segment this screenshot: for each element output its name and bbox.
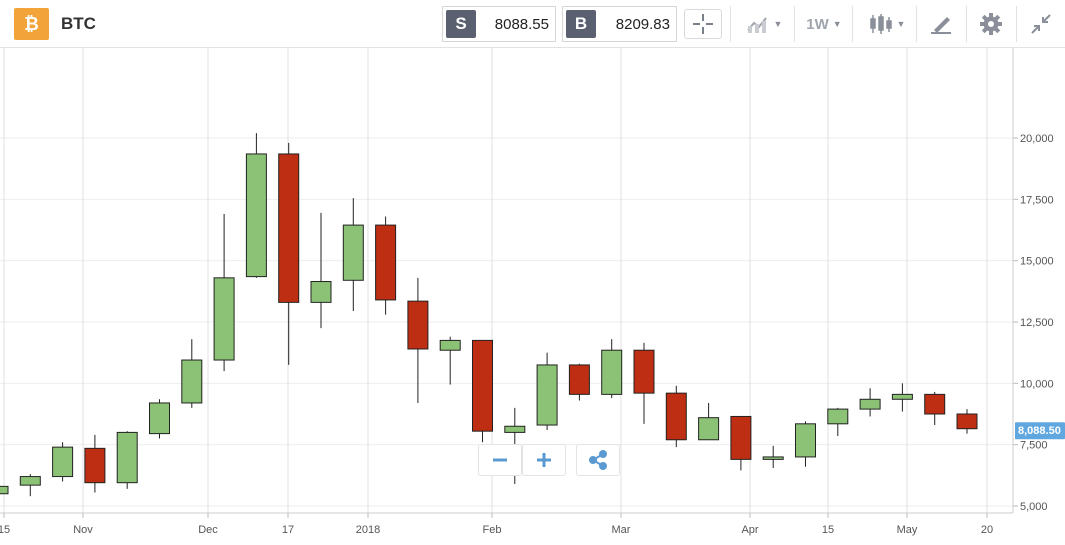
candle-body-up[interactable] xyxy=(0,485,9,495)
chart-type-icon xyxy=(746,17,767,33)
candle-body-up[interactable] xyxy=(698,417,720,441)
y-tick-label: 15,000 xyxy=(1020,256,1054,268)
x-tick-label: May xyxy=(897,524,918,536)
candle-body-up[interactable] xyxy=(827,408,849,425)
y-tick-label: 20,000 xyxy=(1020,133,1054,145)
buy-price: 8209.83 xyxy=(615,15,670,33)
candle-body-down[interactable] xyxy=(84,447,106,484)
candle-body-down[interactable] xyxy=(730,415,752,460)
zoom-out-button[interactable] xyxy=(478,444,522,476)
x-tick-label: Feb xyxy=(483,524,502,536)
collapse-button[interactable] xyxy=(1022,6,1060,42)
x-tick-label: Apr xyxy=(741,524,758,536)
sell-label: S xyxy=(446,10,476,38)
draw-tools-button[interactable] xyxy=(922,6,960,42)
share-icon xyxy=(589,450,607,470)
chevron-down-icon: ▼ xyxy=(773,19,783,29)
sell-price: 8088.55 xyxy=(494,15,549,33)
timeframe-label: 1W xyxy=(806,15,829,33)
current-price-label: 8,088.50 xyxy=(1018,425,1061,437)
x-tick-label: Nov xyxy=(73,524,93,536)
buy-label: B xyxy=(566,10,596,38)
x-tick-label: Dec xyxy=(198,524,218,536)
chart-type-button[interactable]: ▼ xyxy=(740,6,788,42)
candle-body-up[interactable] xyxy=(536,364,558,426)
minus-icon xyxy=(493,458,507,462)
y-tick-label: 7,500 xyxy=(1020,440,1048,452)
candle-body-up[interactable] xyxy=(795,423,816,458)
candle-body-up[interactable] xyxy=(52,446,74,478)
x-tick-label: 20 xyxy=(981,524,993,536)
buy-price-button[interactable]: B 8209.83 xyxy=(562,6,677,42)
x-tick-label: 2018 xyxy=(356,524,380,536)
candle-body-down[interactable] xyxy=(407,300,429,350)
collapse-icon xyxy=(1031,14,1051,34)
x-tick-label: 17 xyxy=(282,524,294,536)
x-tick-label: 15 xyxy=(822,524,834,536)
candle-body-up[interactable] xyxy=(310,281,332,303)
candle-body-down[interactable] xyxy=(956,413,978,430)
candle-body-up[interactable] xyxy=(342,224,364,281)
x-tick-label: Mar xyxy=(612,524,631,536)
candle-body-down[interactable] xyxy=(924,393,946,415)
candle-body-up[interactable] xyxy=(859,398,881,410)
instrument-symbol: BTC xyxy=(61,14,96,33)
y-tick-label: 17,500 xyxy=(1020,194,1054,206)
bitcoin-icon: ₿ xyxy=(14,8,49,40)
chevron-down-icon: ▼ xyxy=(832,19,842,29)
share-button[interactable] xyxy=(576,444,620,476)
candle-style-button[interactable]: ▼ xyxy=(862,6,912,42)
candle-body-up[interactable] xyxy=(504,425,526,433)
candle-body-up[interactable] xyxy=(149,402,170,435)
candle-body-down[interactable] xyxy=(375,224,397,301)
chart-toolbar: ₿ BTC S 8088.55 B 8209.83 ▼ 1W ▼ xyxy=(0,0,1065,48)
chevron-down-icon: ▼ xyxy=(896,19,906,29)
candle-body-up[interactable] xyxy=(116,431,138,484)
crosshair-icon xyxy=(693,14,713,34)
candle-body-up[interactable] xyxy=(213,277,235,361)
timeframe-selector[interactable]: 1W ▼ xyxy=(802,6,846,42)
zoom-in-button[interactable] xyxy=(522,444,566,476)
y-tick-label: 12,500 xyxy=(1020,317,1054,329)
candle-body-up[interactable] xyxy=(762,456,784,460)
crosshair-button[interactable] xyxy=(684,9,722,39)
candle-body-down[interactable] xyxy=(633,349,655,394)
sell-price-button[interactable]: S 8088.55 xyxy=(442,6,556,42)
candlestick-icon xyxy=(869,14,892,34)
candle-body-up[interactable] xyxy=(245,153,267,278)
candle-body-down[interactable] xyxy=(665,392,687,441)
candle-body-down[interactable] xyxy=(472,339,493,432)
candle-body-up[interactable] xyxy=(19,476,41,486)
y-tick-label: 10,000 xyxy=(1020,378,1054,390)
settings-button[interactable] xyxy=(972,6,1010,42)
x-tick-label: 15 xyxy=(0,524,10,536)
plus-icon xyxy=(537,453,551,467)
candle-body-up[interactable] xyxy=(439,339,461,351)
candle-body-up[interactable] xyxy=(891,393,913,400)
candle-body-down[interactable] xyxy=(278,153,300,303)
gear-icon xyxy=(980,13,1002,35)
candle-body-up[interactable] xyxy=(601,349,623,395)
current-price-badge xyxy=(1015,422,1065,440)
y-tick-label: 5,000 xyxy=(1020,501,1048,513)
draw-tools-icon xyxy=(931,17,951,34)
candle-body-up[interactable] xyxy=(181,359,203,404)
candle-body-down[interactable] xyxy=(568,364,590,395)
